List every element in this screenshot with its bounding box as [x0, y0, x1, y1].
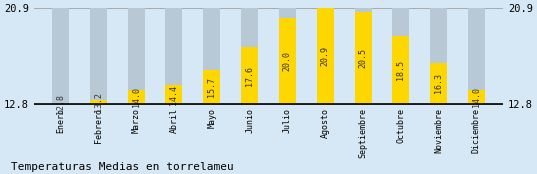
Text: 15.7: 15.7	[207, 77, 216, 97]
Bar	[317, 7, 333, 104]
Bar	[241, 7, 258, 104]
Text: 17.6: 17.6	[245, 66, 254, 86]
Bar	[430, 7, 447, 104]
Bar	[128, 90, 144, 104]
Bar	[393, 36, 409, 104]
Bar	[279, 7, 296, 104]
Bar	[279, 18, 296, 104]
Bar	[354, 12, 372, 104]
Bar	[165, 85, 183, 104]
Text: 20.0: 20.0	[283, 51, 292, 71]
Text: 14.0: 14.0	[132, 87, 141, 107]
Bar	[128, 7, 144, 104]
Text: 16.3: 16.3	[434, 73, 443, 93]
Bar	[52, 7, 69, 104]
Bar	[317, 7, 333, 104]
Text: 18.5: 18.5	[396, 60, 405, 80]
Text: 20.9: 20.9	[321, 46, 330, 66]
Bar	[165, 7, 183, 104]
Bar	[90, 100, 107, 104]
Text: 20.5: 20.5	[359, 48, 367, 68]
Bar	[204, 70, 220, 104]
Bar	[354, 7, 372, 104]
Bar	[90, 7, 107, 104]
Bar	[241, 47, 258, 104]
Text: 14.4: 14.4	[170, 85, 178, 105]
Text: Temperaturas Medias en torrelameu: Temperaturas Medias en torrelameu	[11, 162, 234, 172]
Bar	[468, 7, 485, 104]
Bar	[204, 7, 220, 104]
Bar	[430, 62, 447, 104]
Text: 12.8: 12.8	[56, 94, 65, 114]
Bar	[468, 90, 485, 104]
Text: 14.0: 14.0	[472, 87, 481, 107]
Text: 13.2: 13.2	[94, 92, 103, 112]
Bar	[393, 7, 409, 104]
